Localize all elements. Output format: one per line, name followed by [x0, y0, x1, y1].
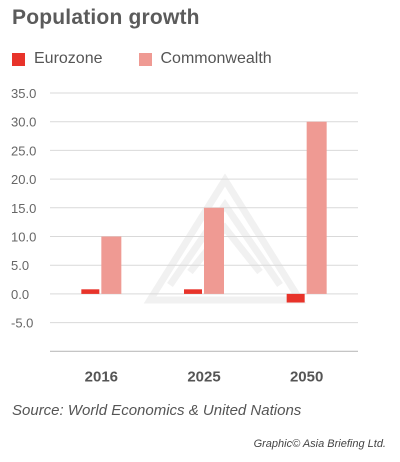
watermark-logo: [143, 173, 307, 304]
bar-commonwealth-2025: [204, 207, 224, 294]
legend-item-eurozone: Eurozone: [12, 50, 103, 68]
x-tick-label: 2025: [187, 368, 220, 385]
y-tick-label: 0.0: [11, 287, 29, 302]
legend: Eurozone Commonwealth: [12, 50, 308, 68]
y-tick-label: 5.0: [11, 258, 29, 273]
chart-title: Population growth: [12, 6, 200, 29]
y-tick-label: 30.0: [11, 115, 36, 130]
y-tick-label: -5.0: [11, 316, 33, 331]
graphic-credit: Graphic© Asia Briefing Ltd.: [253, 438, 386, 450]
bar-eurozone-2025: [184, 289, 202, 294]
y-tick-label: 10.0: [11, 230, 36, 245]
y-tick-label: 25.0: [11, 143, 36, 158]
x-tick-label: 2050: [290, 368, 323, 385]
legend-swatch-commonwealth: [138, 52, 152, 66]
bar-eurozone-2050: [286, 293, 305, 303]
y-tick-label: 35.0: [11, 86, 36, 101]
bar-eurozone-2016: [81, 289, 100, 294]
x-tick-label: 2016: [85, 368, 118, 385]
legend-label-commonwealth: Commonwealth: [160, 50, 272, 67]
legend-label-eurozone: Eurozone: [34, 50, 103, 67]
bar-commonwealth-2050: [306, 121, 327, 294]
legend-item-commonwealth: Commonwealth: [138, 50, 272, 68]
legend-swatch-eurozone: [12, 52, 25, 66]
bar-chart: 35.0 30.0 25.0 20.0 15.0 10.0 5.0 0.0 -5.0 2016 20…: [11, 86, 358, 385]
source-note: Source: World Economics & United Nations: [12, 402, 302, 419]
y-tick-label: 15.0: [11, 201, 36, 216]
y-tick-label: 20.0: [11, 172, 36, 187]
bar-commonwealth-2016: [101, 236, 122, 294]
